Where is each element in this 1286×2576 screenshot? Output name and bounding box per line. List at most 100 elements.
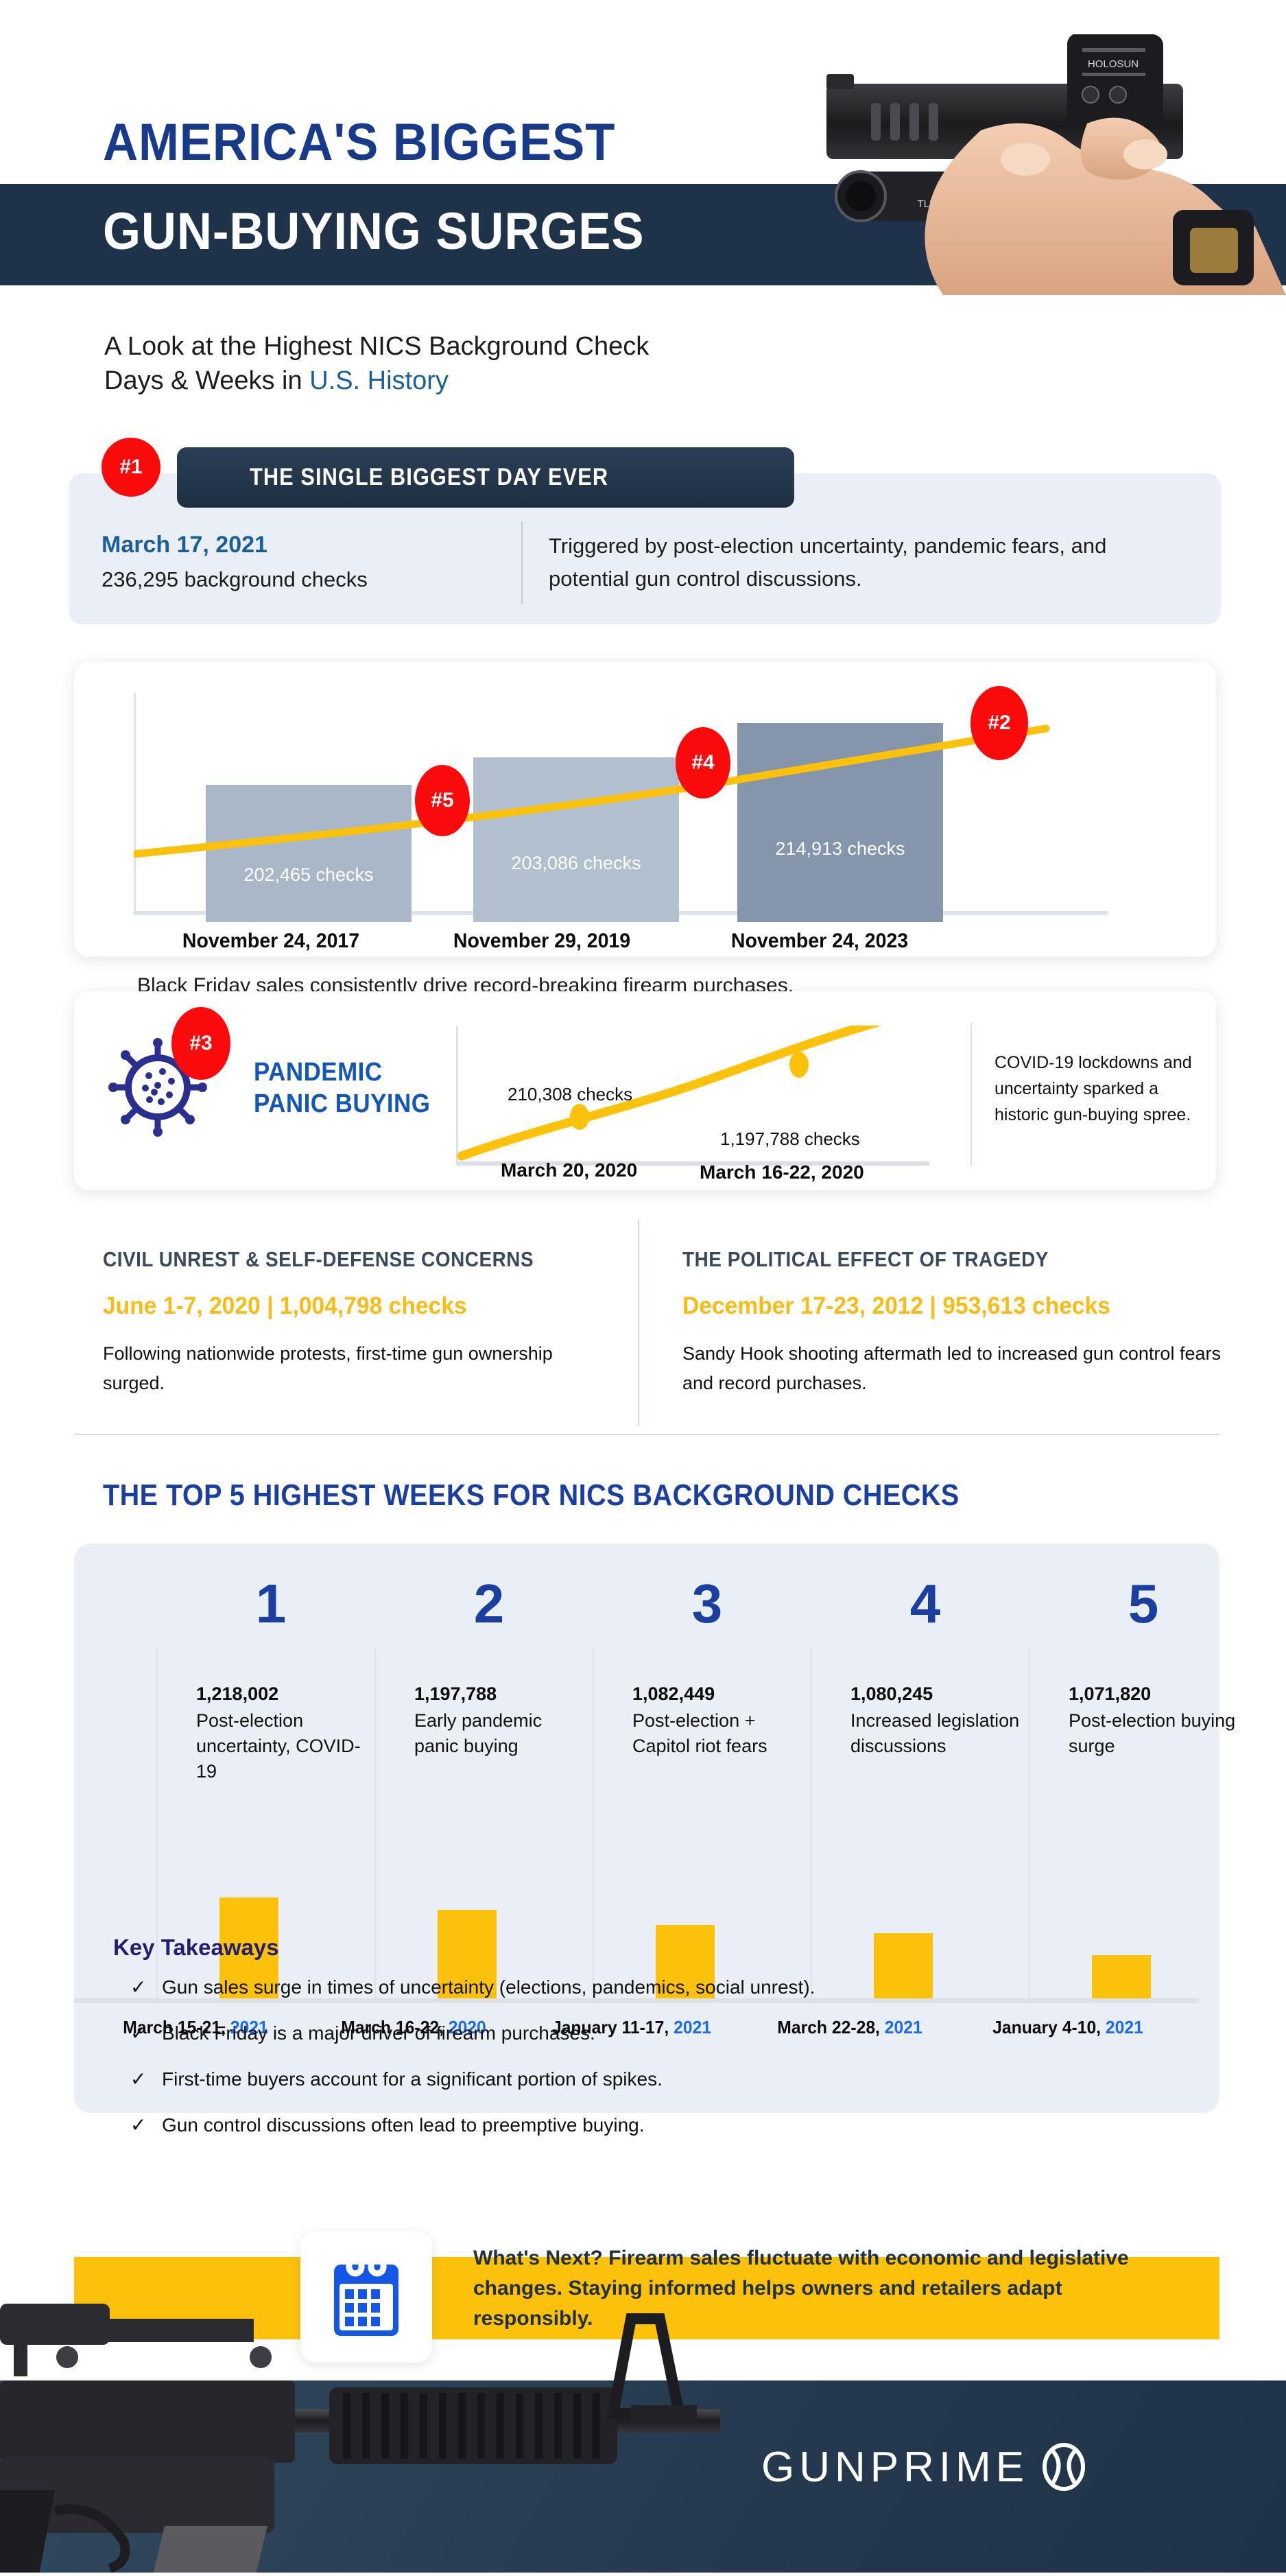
description-1: Post-election uncertainty, COVID-19 bbox=[196, 1710, 361, 1782]
rank-badge-2: #2 bbox=[971, 686, 1028, 760]
top5-date-1: March 15-21, 2021 bbox=[86, 2017, 304, 2038]
cta-icon-box bbox=[300, 2231, 432, 2363]
pandemic-date-1: March 20, 2020 bbox=[501, 1159, 638, 1181]
civil-unrest-heading: CIVIL UNREST & SELF-DEFENSE CONCERNS bbox=[103, 1247, 534, 1271]
key-takeaways-list: ✓ Gun sales surge in times of uncertaint… bbox=[130, 1976, 1091, 2160]
political-effect-heading: THE POLITICAL EFFECT OF TRAGEDY bbox=[682, 1247, 1049, 1271]
description-3: Post-election + Capitol riot fears bbox=[632, 1710, 767, 1756]
takeaway-text: Black Friday is a major driver of firear… bbox=[162, 2022, 595, 2044]
gunprime-crosshair-icon bbox=[1043, 2443, 1086, 2491]
description-5: Post-election buying surge bbox=[1069, 1710, 1236, 1756]
value-3: 1,082,449 bbox=[632, 1683, 715, 1704]
date-year: 2021 bbox=[1105, 2017, 1143, 2037]
rank-number-2: 2 bbox=[473, 1573, 505, 1634]
footer-logo[interactable]: GUNPRIME bbox=[761, 2442, 1086, 2492]
date-main: January 4-10, bbox=[992, 2017, 1106, 2037]
black-friday-trend-line bbox=[134, 724, 1050, 858]
y-axis bbox=[456, 1026, 458, 1163]
cta-banner bbox=[74, 2257, 1219, 2339]
top5-date-4: March 22-28, 2021 bbox=[741, 2017, 958, 2038]
date-year: 2021 bbox=[230, 2017, 268, 2037]
political-effect-highlight: December 17-23, 2012 | 953,613 checks bbox=[682, 1292, 1110, 1319]
pandemic-title: PANDEMIC PANIC BUYING bbox=[254, 1056, 430, 1120]
top5-card bbox=[74, 1544, 1219, 2113]
column-divider bbox=[593, 1648, 594, 2003]
bar-label-2019: 203,086 checks bbox=[511, 853, 641, 874]
top5-bar-3 bbox=[656, 1925, 715, 1999]
pandemic-label-2: 1,197,788 checks bbox=[720, 1129, 860, 1149]
top5-column-4: 4 1,080,245 Increased legislation discus… bbox=[811, 1571, 1040, 2003]
black-friday-bar-chart: 202,465 checks 203,086 checks 214,913 ch… bbox=[134, 693, 1108, 926]
pandemic-card bbox=[74, 991, 1216, 1190]
column-divider bbox=[811, 1648, 812, 2003]
takeaway-text: Gun sales surge in times of uncertainty … bbox=[162, 1976, 815, 1998]
political-effect-body: Sandy Hook shooting aftermath led to inc… bbox=[682, 1343, 1221, 1393]
pandemic-date-2: March 16-22, 2020 bbox=[700, 1161, 864, 1183]
rank-number-5: 5 bbox=[1128, 1573, 1159, 1634]
civil-unrest-body: Following nationwide protests, first-tim… bbox=[103, 1343, 553, 1393]
cta-text: What's Next? Firearm sales fluctuate wit… bbox=[473, 2247, 1129, 2330]
pandemic-label-1: 210,308 checks bbox=[508, 1084, 633, 1104]
calendar-icon bbox=[334, 2254, 398, 2336]
top5-bar-5 bbox=[1092, 1955, 1151, 1999]
check-icon: ✓ bbox=[130, 2068, 147, 2090]
list-item: ✓ Gun sales surge in times of uncertaint… bbox=[130, 1976, 1091, 1999]
biggest-day-date: March 17, 2021 bbox=[102, 532, 267, 558]
ar15-rifle-photo bbox=[0, 2284, 809, 2576]
civil-unrest-column: CIVIL UNREST & SELF-DEFENSE CONCERNS Jun… bbox=[103, 1247, 583, 1398]
pandemic-title-line2: PANIC BUYING bbox=[254, 1089, 431, 1118]
top5-date-2: March 16-22, 2020 bbox=[305, 2017, 522, 2038]
date-main: March 22-28, bbox=[777, 2017, 885, 2037]
civil-unrest-highlight: June 1-7, 2020 | 1,004,798 checks bbox=[103, 1292, 467, 1319]
column-divider bbox=[156, 1648, 158, 2003]
bar-label-2017: 202,465 checks bbox=[243, 864, 374, 885]
pandemic-line-chart bbox=[456, 1026, 936, 1166]
date-year: 2020 bbox=[448, 2017, 486, 2037]
x-label-2023: November 24, 2023 bbox=[730, 930, 909, 952]
coronavirus-icon bbox=[108, 1038, 207, 1137]
bar-2023: 214,913 checks bbox=[737, 723, 943, 922]
subtitle-link-us-history[interactable]: U.S. History bbox=[309, 366, 449, 395]
top5-column-3: 3 1,082,449 Post-election + Capitol riot… bbox=[593, 1571, 822, 2003]
key-takeaways-heading: Key Takeaways bbox=[113, 1935, 279, 1960]
top5-bar-1 bbox=[219, 1898, 278, 1999]
takeaway-text: First-time buyers account for a signific… bbox=[162, 2068, 663, 2090]
divider bbox=[638, 1220, 639, 1426]
rank-badge-4: #4 bbox=[676, 727, 730, 799]
description-2: Early pandemic panic buying bbox=[414, 1710, 543, 1756]
date-year: 2021 bbox=[884, 2017, 922, 2037]
description-4: Increased legislation discussions bbox=[850, 1710, 1020, 1756]
page-title-line1: AMERICA'S BIGGEST bbox=[103, 113, 616, 172]
date-year: 2021 bbox=[674, 2017, 712, 2037]
top5-column-5: 5 1,071,820 Post-election buying surge bbox=[1029, 1571, 1258, 2003]
top5-column-2: 2 1,197,788 Early pandemic panic buying bbox=[374, 1571, 604, 2003]
date-main: March 15-21, bbox=[123, 2017, 230, 2037]
rank-badge-1: #1 bbox=[102, 438, 160, 497]
top5-title: THE TOP 5 HIGHEST WEEKS FOR NICS BACKGRO… bbox=[103, 1478, 960, 1512]
rank-number-1: 1 bbox=[255, 1573, 287, 1634]
y-axis bbox=[134, 693, 136, 912]
biggest-day-note: Triggered by post-election uncertainty, … bbox=[549, 534, 1107, 591]
page-title-line2: GUN-BUYING SURGES bbox=[103, 202, 645, 261]
bar-2019: 203,086 checks bbox=[473, 757, 679, 922]
top5-bar-2 bbox=[438, 1910, 497, 1999]
page-subtitle: A Look at the Highest NICS Background Ch… bbox=[104, 329, 790, 398]
subtitle-line1: A Look at the Highest NICS Background Ch… bbox=[104, 332, 650, 361]
top5-columns: 1 1,218,002 Post-election uncertainty, C… bbox=[74, 1571, 1235, 2003]
date-main: January 11-17, bbox=[551, 2017, 674, 2037]
top5-bar-4 bbox=[874, 1933, 933, 1999]
political-effect-column: THE POLITICAL EFFECT OF TRAGEDY December… bbox=[682, 1247, 1224, 1398]
divider bbox=[521, 521, 523, 604]
black-friday-x-labels: November 24, 2017 November 29, 2019 Nove… bbox=[134, 930, 1115, 953]
divider bbox=[971, 1022, 972, 1166]
value-5: 1,071,820 bbox=[1069, 1683, 1152, 1704]
date-main: March 16-22, bbox=[341, 2017, 449, 2037]
biggest-day-header-bar: THE SINGLE BIGGEST DAY EVER bbox=[177, 447, 794, 508]
list-item: ✓ Gun control discussions often lead to … bbox=[130, 2114, 1091, 2137]
brand-name: GUNPRIME bbox=[761, 2443, 1029, 2491]
pandemic-note: COVID-19 lockdowns and uncertainty spark… bbox=[995, 1053, 1192, 1124]
pandemic-title-line1: PANDEMIC bbox=[254, 1058, 383, 1087]
x-label-2017: November 24, 2017 bbox=[182, 930, 360, 952]
subtitle-line2-prefix: Days & Weeks in bbox=[104, 366, 310, 395]
